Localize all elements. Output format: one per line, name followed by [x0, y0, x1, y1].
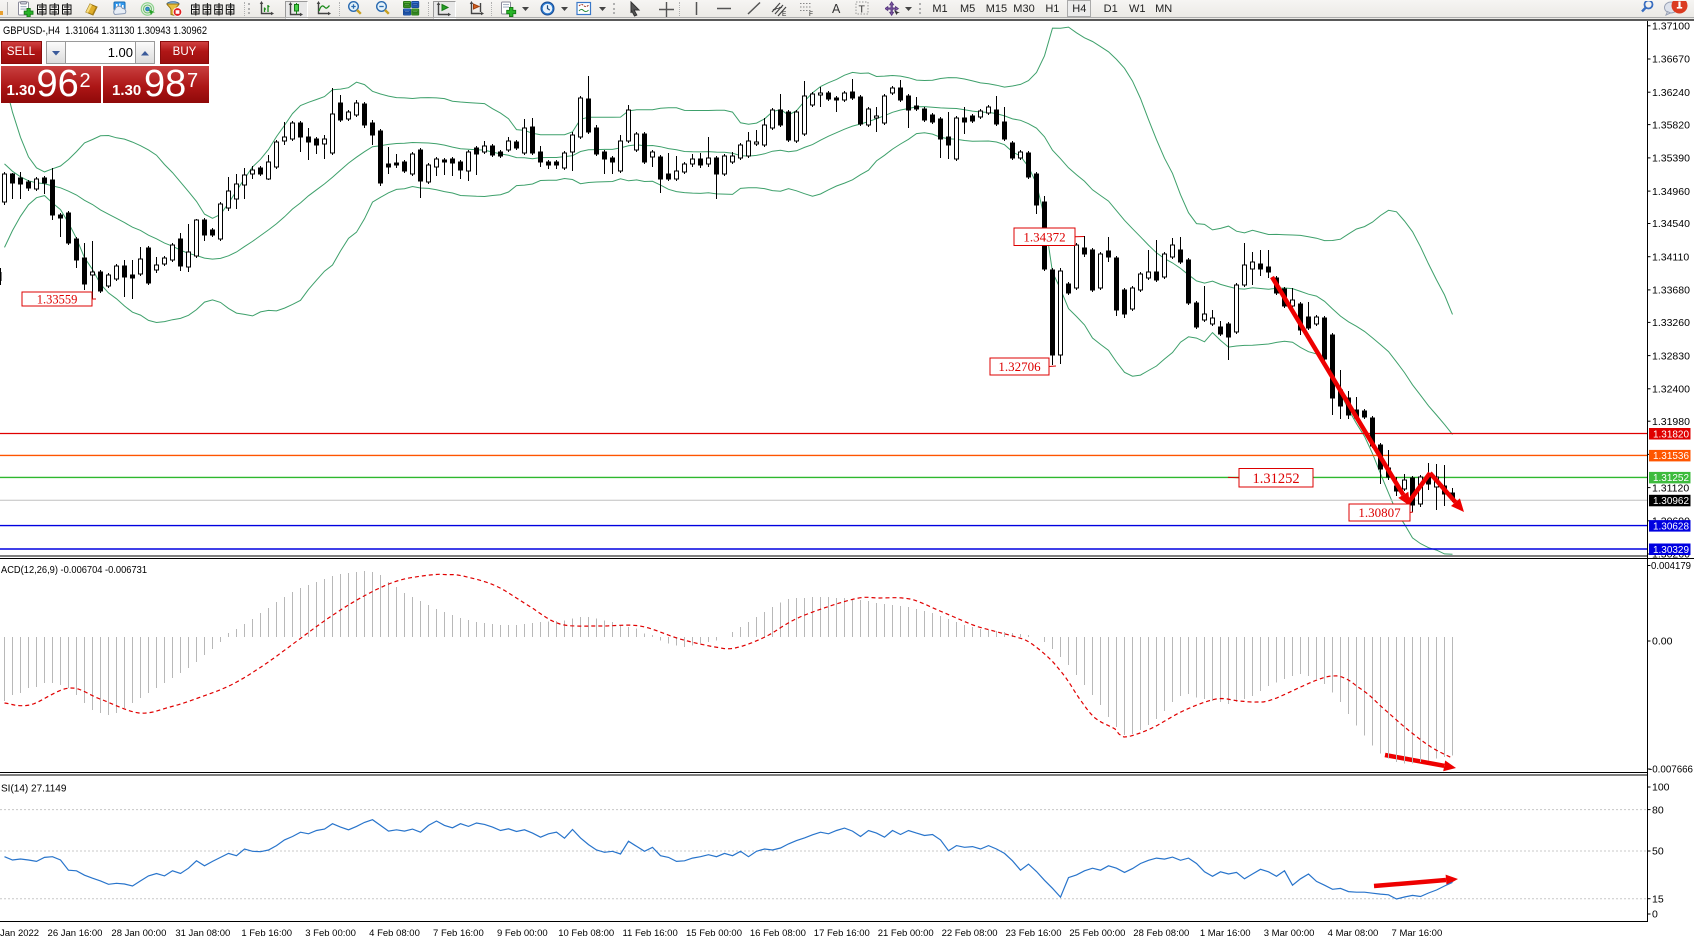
svg-text:1.36670: 1.36670 [1652, 54, 1690, 66]
svg-text:1.33559: 1.33559 [37, 293, 78, 307]
svg-text:3 Mar 00:00: 3 Mar 00:00 [1264, 928, 1315, 939]
svg-text:21 Feb 00:00: 21 Feb 00:00 [878, 928, 934, 939]
svg-text:0.00: 0.00 [1652, 636, 1673, 648]
svg-text:T: T [859, 4, 866, 16]
svg-text:1.32400: 1.32400 [1652, 384, 1690, 396]
svg-text:4 Mar 08:00: 4 Mar 08:00 [1328, 928, 1379, 939]
svg-text:15 Feb 00:00: 15 Feb 00:00 [686, 928, 742, 939]
svg-text:23 Feb 16:00: 23 Feb 16:00 [1006, 928, 1062, 939]
svg-text:1.34540: 1.34540 [1652, 218, 1690, 230]
svg-text:1.31252: 1.31252 [1653, 472, 1689, 484]
svg-text:80: 80 [1652, 804, 1664, 816]
svg-text:1.32830: 1.32830 [1652, 350, 1690, 362]
svg-text:0.004179: 0.004179 [1651, 560, 1691, 572]
svg-text:1.34110: 1.34110 [1652, 251, 1689, 263]
svg-text:17 Feb 16:00: 17 Feb 16:00 [814, 928, 870, 939]
svg-text:1.33680: 1.33680 [1652, 285, 1690, 297]
svg-text:31 Jan 08:00: 31 Jan 08:00 [175, 928, 230, 939]
svg-text:F: F [809, 11, 813, 17]
svg-text:1.34372: 1.34372 [1023, 229, 1065, 244]
svg-text:-0.007666: -0.007666 [1649, 764, 1693, 776]
svg-text:11 Feb 16:00: 11 Feb 16:00 [622, 928, 677, 939]
svg-text:26 Jan 16:00: 26 Jan 16:00 [48, 928, 103, 939]
svg-text:22 Feb 08:00: 22 Feb 08:00 [942, 928, 998, 939]
svg-text:1.30329: 1.30329 [1653, 544, 1689, 556]
svg-text:15: 15 [1652, 893, 1664, 905]
svg-text:1.30962: 1.30962 [1653, 495, 1689, 507]
svg-text:1.31820: 1.31820 [1653, 428, 1689, 440]
svg-text:1.31120: 1.31120 [1652, 482, 1689, 494]
svg-text:1.37100: 1.37100 [1652, 21, 1690, 33]
svg-text:50: 50 [1652, 846, 1664, 858]
svg-text:ACD(12,26,9) -0.006704 -0.0067: ACD(12,26,9) -0.006704 -0.006731 [1, 565, 147, 576]
svg-text:9 Feb 00:00: 9 Feb 00:00 [497, 928, 548, 939]
svg-text:1.31980: 1.31980 [1652, 416, 1690, 428]
svg-text:28 Jan 00:00: 28 Jan 00:00 [111, 928, 166, 939]
svg-text:1.36240: 1.36240 [1652, 87, 1690, 99]
svg-text:25 Feb 00:00: 25 Feb 00:00 [1069, 928, 1125, 939]
svg-text:100: 100 [1652, 782, 1670, 794]
svg-text:E: E [782, 11, 787, 17]
svg-text:1.35820: 1.35820 [1652, 119, 1690, 131]
svg-text:7 Feb 16:00: 7 Feb 16:00 [433, 928, 484, 939]
svg-text:GBPUSD-,H4 1.31064 1.31130 1.: GBPUSD-,H4 1.31064 1.31130 1.30943 1.309… [3, 25, 207, 37]
svg-text:4 Feb 08:00: 4 Feb 08:00 [369, 928, 420, 939]
svg-text:1.32706: 1.32706 [998, 359, 1041, 374]
svg-text:1 Mar 16:00: 1 Mar 16:00 [1200, 928, 1251, 939]
svg-text:1.31252: 1.31252 [1252, 471, 1299, 487]
svg-text:1.34960: 1.34960 [1652, 186, 1690, 198]
svg-text:1.30807: 1.30807 [1358, 505, 1401, 520]
svg-text:1.33260: 1.33260 [1652, 317, 1690, 329]
svg-text:3 Feb 00:00: 3 Feb 00:00 [305, 928, 356, 939]
svg-text:7 Mar 16:00: 7 Mar 16:00 [1392, 928, 1443, 939]
svg-text:16 Feb 08:00: 16 Feb 08:00 [750, 928, 806, 939]
svg-text:Jan 2022: Jan 2022 [0, 928, 39, 939]
svg-text:10 Feb 08:00: 10 Feb 08:00 [558, 928, 614, 939]
svg-text:1.30628: 1.30628 [1653, 520, 1689, 532]
svg-text:1.31536: 1.31536 [1653, 450, 1689, 462]
svg-text:28 Feb 08:00: 28 Feb 08:00 [1133, 928, 1189, 939]
svg-text:1 Feb 16:00: 1 Feb 16:00 [241, 928, 292, 939]
svg-text:1.35390: 1.35390 [1652, 153, 1690, 165]
svg-text:SI(14) 27.1149: SI(14) 27.1149 [1, 784, 67, 795]
svg-text:0: 0 [1652, 909, 1658, 921]
